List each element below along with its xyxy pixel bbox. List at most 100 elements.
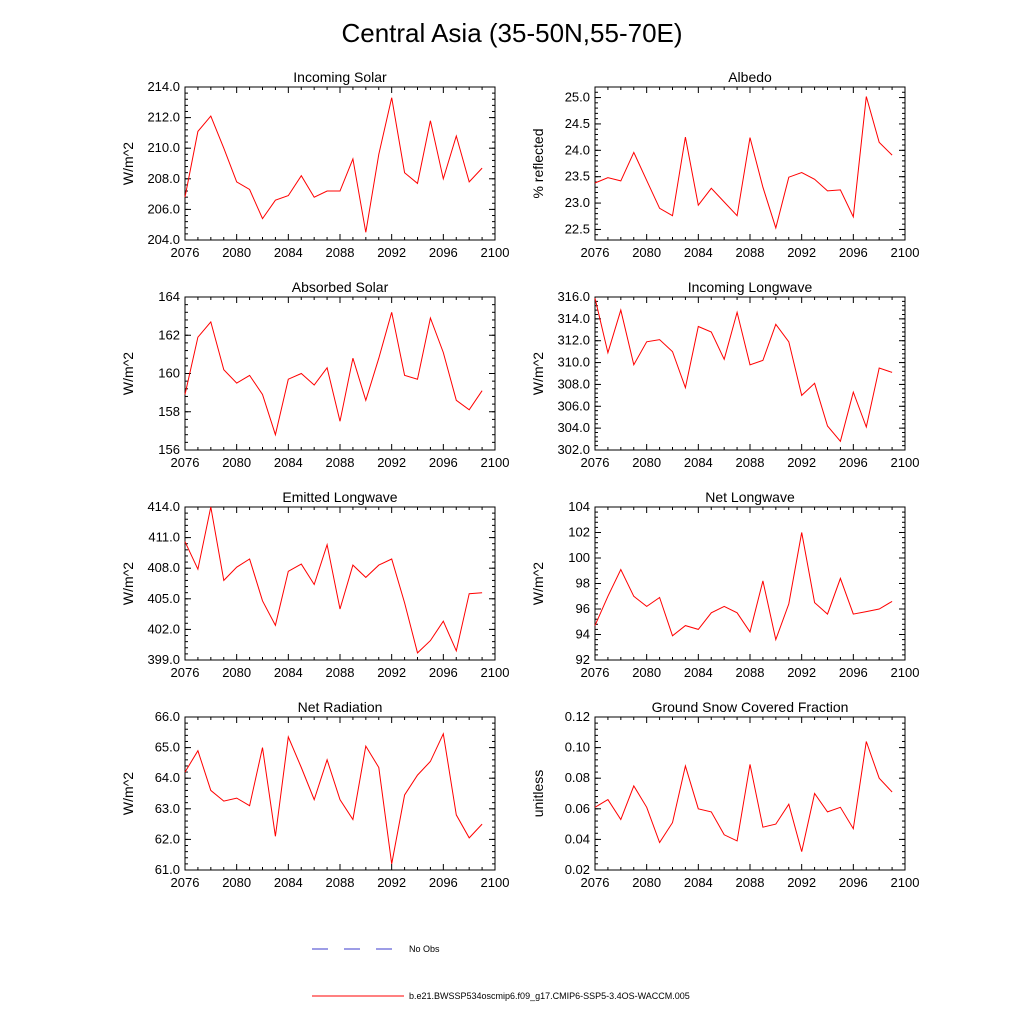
plot-frame <box>184 716 496 871</box>
x-tick-label: 2096 <box>429 665 458 680</box>
series-line <box>184 732 483 864</box>
panel-title: Emitted Longwave <box>282 489 397 505</box>
x-tick-label: 2080 <box>632 245 661 260</box>
y-tick-label: 160 <box>158 366 180 381</box>
plot-frame <box>184 86 496 241</box>
x-tick-label: 2080 <box>222 455 251 470</box>
x-tick-label: 2100 <box>481 665 510 680</box>
x-tick-label: 2088 <box>326 245 355 260</box>
legend-obs-label: No Obs <box>409 944 440 954</box>
y-tick-label: 104 <box>568 499 590 514</box>
x-tick-label: 2088 <box>326 875 355 890</box>
x-tick-label: 2096 <box>839 455 868 470</box>
x-tick-label: 2088 <box>736 665 765 680</box>
legend-model-label: b.e21.BWSSP534oscmip6.f09_g17.CMIP6-SSP5… <box>409 991 690 1001</box>
x-tick-label: 2096 <box>429 455 458 470</box>
series-line <box>594 741 893 852</box>
y-tick-label: 65.0 <box>155 740 180 755</box>
y-tick-label: 96 <box>576 601 590 616</box>
y-tick-label: 414.0 <box>147 499 180 514</box>
x-tick-label: 2080 <box>632 875 661 890</box>
x-tick-label: 2088 <box>326 665 355 680</box>
y-tick-label: 306.0 <box>557 398 590 413</box>
x-tick-label: 2092 <box>377 455 406 470</box>
x-tick-label: 2084 <box>274 245 303 260</box>
series-line <box>594 532 893 642</box>
y-tick-label: 411.0 <box>148 530 180 545</box>
x-tick-label: 2084 <box>274 875 303 890</box>
y-tick-label: 210.0 <box>147 140 180 155</box>
x-tick-label: 2076 <box>171 455 200 470</box>
y-tick-label: 204.0 <box>147 232 180 247</box>
x-tick-label: 2100 <box>481 875 510 890</box>
x-tick-label: 2092 <box>787 245 816 260</box>
y-tick-label: 61.0 <box>155 862 180 877</box>
y-tick-label: 156 <box>158 442 180 457</box>
chart-panel: 2076 2080 2084 2088 2092 2096 2100 156 158 160 162… <box>120 279 509 470</box>
y-tick-label: 308.0 <box>557 376 590 391</box>
x-tick-label: 2088 <box>736 875 765 890</box>
series-line <box>594 96 893 230</box>
y-tick-label: 92 <box>576 652 590 667</box>
x-tick-label: 2080 <box>222 665 251 680</box>
x-tick-label: 2076 <box>171 245 200 260</box>
y-tick-label: 24.0 <box>565 142 590 157</box>
panel-title: Absorbed Solar <box>292 279 389 295</box>
y-tick-label: 23.0 <box>565 195 590 210</box>
y-tick-label: 64.0 <box>155 770 180 785</box>
x-tick-label: 2080 <box>222 245 251 260</box>
panel-title: Incoming Longwave <box>688 279 813 295</box>
panel-title: Ground Snow Covered Fraction <box>652 699 849 715</box>
x-tick-label: 2100 <box>891 875 920 890</box>
x-tick-label: 2096 <box>429 245 458 260</box>
y-tick-label: 63.0 <box>155 801 180 816</box>
panel-title: Net Radiation <box>298 699 383 715</box>
series-line <box>184 506 483 654</box>
x-tick-label: 2088 <box>736 455 765 470</box>
y-tick-label: 302.0 <box>557 442 590 457</box>
panels: 2076 2080 2084 2088 2092 2096 2100 204.0 206.0 20… <box>120 69 919 890</box>
y-tick-label: 314.0 <box>557 311 590 326</box>
y-tick-label: 62.0 <box>155 831 180 846</box>
chart-panel: 2076 2080 2084 2088 2092 2096 2100 399.0 402.0 40… <box>120 489 509 680</box>
x-tick-label: 2084 <box>684 875 713 890</box>
chart-panel: 2076 2080 2084 2088 2092 2096 2100 302.0 304.0 30… <box>530 279 919 470</box>
y-tick-label: 214.0 <box>147 79 180 94</box>
y-tick-label: 158 <box>158 404 180 419</box>
y-tick-label: 98 <box>576 576 590 591</box>
y-tick-label: 208.0 <box>147 171 180 186</box>
x-tick-label: 2088 <box>736 245 765 260</box>
x-tick-label: 2092 <box>377 665 406 680</box>
series-line <box>184 312 483 437</box>
panel-title: Incoming Solar <box>293 69 387 85</box>
y-tick-label: 25.0 <box>565 90 590 105</box>
y-tick-label: 0.06 <box>565 801 590 816</box>
figure-title: Central Asia (35-50N,55-70E) <box>341 18 682 48</box>
y-tick-label: 164 <box>158 289 180 304</box>
y-axis-label: W/m^2 <box>120 142 136 185</box>
x-tick-label: 2092 <box>377 875 406 890</box>
x-tick-label: 2084 <box>274 455 303 470</box>
panel-title: Net Longwave <box>705 489 795 505</box>
plot-frame <box>594 506 906 661</box>
x-tick-label: 2100 <box>891 455 920 470</box>
y-axis-label: W/m^2 <box>120 772 136 815</box>
y-axis-label: W/m^2 <box>530 352 546 395</box>
x-tick-label: 2076 <box>171 665 200 680</box>
y-tick-label: 100 <box>568 550 590 565</box>
x-tick-label: 2076 <box>581 665 610 680</box>
y-tick-label: 0.12 <box>565 709 590 724</box>
x-tick-label: 2084 <box>274 665 303 680</box>
panel-title: Albedo <box>728 69 772 85</box>
series-line <box>594 297 893 443</box>
y-tick-label: 0.08 <box>565 770 590 785</box>
y-tick-label: 304.0 <box>557 420 590 435</box>
y-tick-label: 66.0 <box>155 709 180 724</box>
y-tick-label: 162 <box>158 327 180 342</box>
y-tick-label: 23.5 <box>565 169 590 184</box>
x-tick-label: 2076 <box>581 245 610 260</box>
x-tick-label: 2092 <box>787 665 816 680</box>
x-tick-label: 2092 <box>787 875 816 890</box>
y-tick-label: 316.0 <box>557 289 590 304</box>
x-tick-label: 2080 <box>632 665 661 680</box>
